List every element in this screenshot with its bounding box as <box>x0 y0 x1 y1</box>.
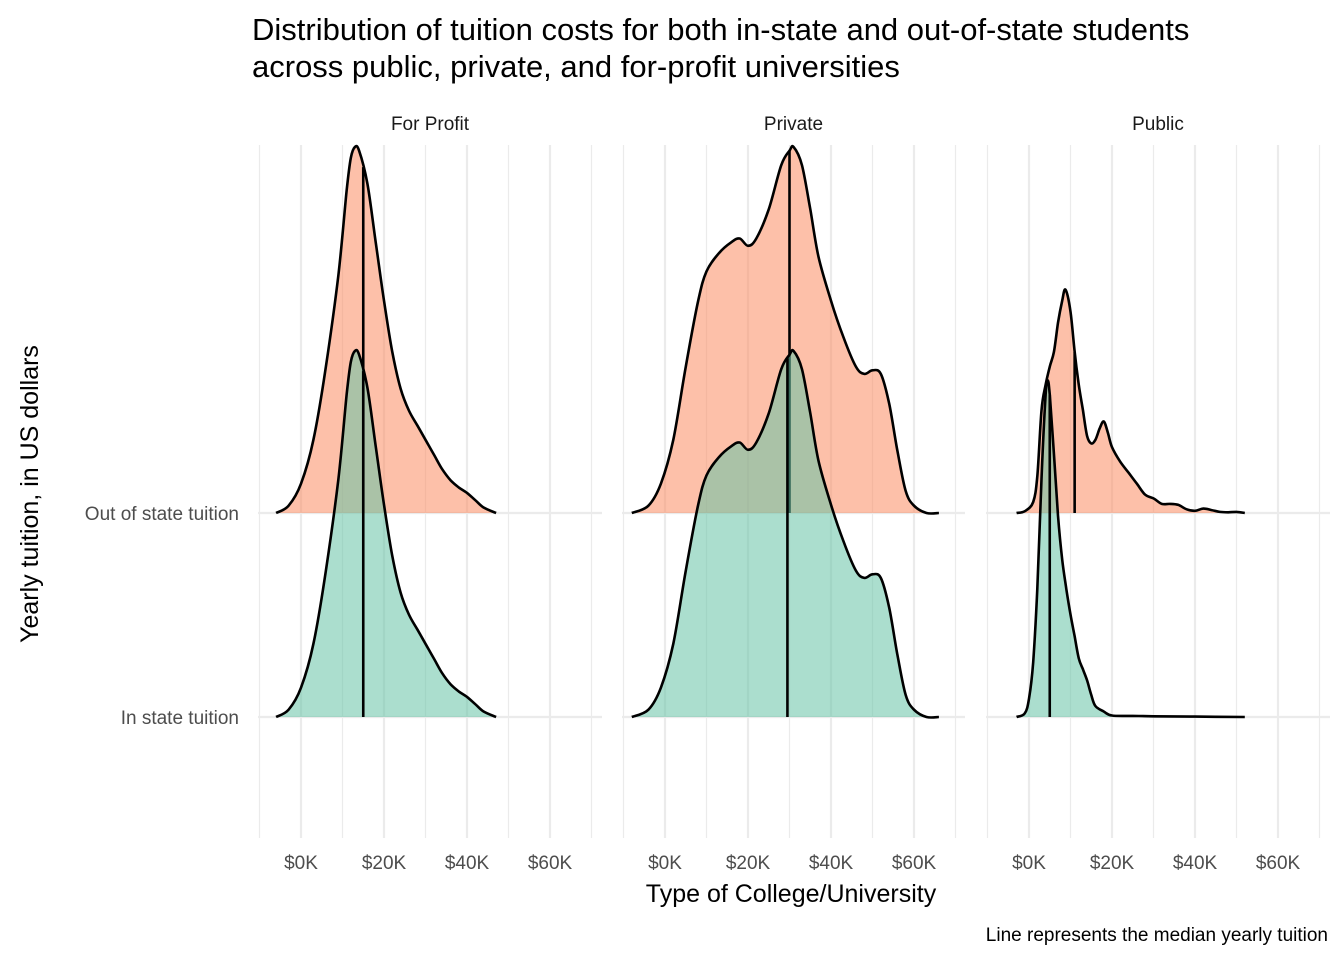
y-tick-out-of-state: Out of state tuition <box>85 504 239 525</box>
chart-title: Distribution of tuition costs for both i… <box>252 12 1189 84</box>
ridge-outline <box>631 144 939 515</box>
y-axis-ticks: Out of state tuition In state tuition <box>85 504 239 729</box>
ridge-outline <box>1016 378 1245 719</box>
x-tick-label: $40K <box>1173 853 1218 874</box>
y-tick-in-state: In state tuition <box>121 708 239 729</box>
x-tick-label: $20K <box>362 853 407 874</box>
ridge-area <box>276 350 497 717</box>
ridge-outline <box>275 144 497 515</box>
ridge-area <box>631 146 939 514</box>
x-tick-label: $60K <box>892 853 937 874</box>
caption: Line represents the median yearly tuitio… <box>986 925 1328 946</box>
facet-strip-label: For Profit <box>391 114 470 135</box>
x-tick-label: $60K <box>1256 853 1301 874</box>
ridge-area <box>276 146 497 513</box>
ridge-out-of-state-tuition <box>1016 288 1245 515</box>
x-tick-label: $20K <box>726 853 771 874</box>
ridge-outline <box>1016 288 1245 515</box>
x-tick-label: $0K <box>1012 853 1046 874</box>
facet-panels: For Profit $0K $20K $40K $60K Private $0K $20K $… <box>258 114 1330 874</box>
facet-public: Public $0K $20K $40K $60K <box>986 114 1330 874</box>
x-tick-label: $0K <box>284 853 318 874</box>
facet-strip-label: Public <box>1132 114 1184 135</box>
facet-private: Private $0K $20K $40K $60K <box>622 114 965 874</box>
ridge-in-state-tuition <box>1016 378 1245 719</box>
title-line-1: Distribution of tuition costs for both i… <box>252 12 1189 47</box>
x-axis-title: Type of College/University <box>646 880 937 908</box>
title-line-2: across public, private, and for-profit u… <box>252 49 900 84</box>
x-tick-label: $20K <box>1090 853 1135 874</box>
x-tick-label: $40K <box>445 853 490 874</box>
x-tick-label: $0K <box>648 853 682 874</box>
ridge-in-state-tuition <box>275 348 497 719</box>
ridge-in-state-tuition <box>631 348 939 719</box>
x-tick-label: $40K <box>809 853 854 874</box>
ridge-outline <box>275 348 497 719</box>
ridge-outline <box>631 348 939 719</box>
facet-for-profit: For Profit $0K $20K $40K $60K <box>258 114 602 874</box>
x-tick-label: $60K <box>528 853 573 874</box>
y-axis-title: Yearly tuition, in US dollars <box>16 345 44 643</box>
facet-strip-label: Private <box>764 114 823 135</box>
ridge-area <box>631 350 939 718</box>
ridge-out-of-state-tuition <box>275 144 497 515</box>
